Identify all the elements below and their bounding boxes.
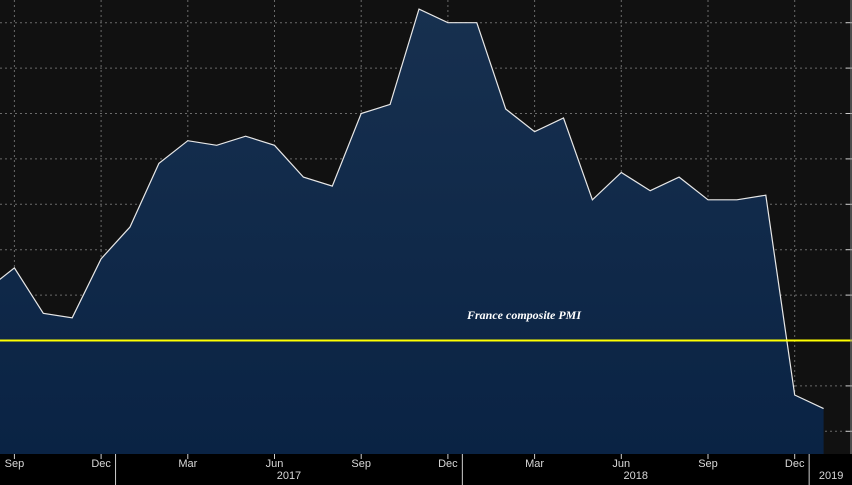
data-point bbox=[765, 194, 767, 196]
x-year-label: 2019 bbox=[819, 470, 843, 482]
data-point bbox=[620, 171, 622, 173]
x-tick-label: Dec bbox=[438, 458, 458, 470]
x-tick-label: Mar bbox=[525, 458, 544, 470]
x-year-label: 2018 bbox=[624, 470, 648, 482]
x-tick-label: Sep bbox=[5, 458, 25, 470]
data-point bbox=[678, 176, 680, 178]
x-tick-label: Sep bbox=[351, 458, 371, 470]
data-point bbox=[216, 144, 218, 146]
data-point bbox=[158, 162, 160, 164]
data-point bbox=[129, 226, 131, 228]
series-line bbox=[0, 8, 824, 410]
x-tick-label: Mar bbox=[178, 458, 197, 470]
data-point bbox=[736, 199, 738, 201]
data-point bbox=[505, 108, 507, 110]
data-point bbox=[533, 130, 535, 132]
data-point bbox=[476, 22, 478, 24]
data-point bbox=[42, 312, 44, 314]
data-point bbox=[649, 189, 651, 191]
tick-layer: Sep Dec Mar Jun Sep Dec Mar Jun Sep Dec 2017 2018 20… bbox=[5, 454, 843, 485]
data-point bbox=[302, 176, 304, 178]
data-point bbox=[100, 258, 102, 260]
data-point bbox=[822, 407, 824, 409]
data-point bbox=[389, 103, 391, 105]
data-point bbox=[13, 267, 15, 269]
x-tick-label: Sep bbox=[698, 458, 718, 470]
x-tick-label: Dec bbox=[785, 458, 805, 470]
x-year-label: 2017 bbox=[277, 470, 301, 482]
data-point bbox=[244, 135, 246, 137]
area-layer bbox=[0, 8, 824, 454]
series-area bbox=[0, 9, 824, 454]
data-point bbox=[418, 8, 420, 10]
data-point bbox=[273, 144, 275, 146]
x-tick-label: Dec bbox=[91, 458, 111, 470]
data-point bbox=[71, 317, 73, 319]
x-axis-band bbox=[0, 454, 852, 485]
x-tick-label: Jun bbox=[266, 458, 284, 470]
data-point bbox=[331, 185, 333, 187]
data-point bbox=[360, 112, 362, 114]
data-point bbox=[562, 117, 564, 119]
x-tick-label: Jun bbox=[612, 458, 630, 470]
data-point bbox=[591, 199, 593, 201]
data-point bbox=[794, 394, 796, 396]
data-point bbox=[447, 22, 449, 24]
series-annotation: France composite PMI bbox=[466, 308, 582, 322]
data-point bbox=[707, 199, 709, 201]
data-point bbox=[187, 140, 189, 142]
